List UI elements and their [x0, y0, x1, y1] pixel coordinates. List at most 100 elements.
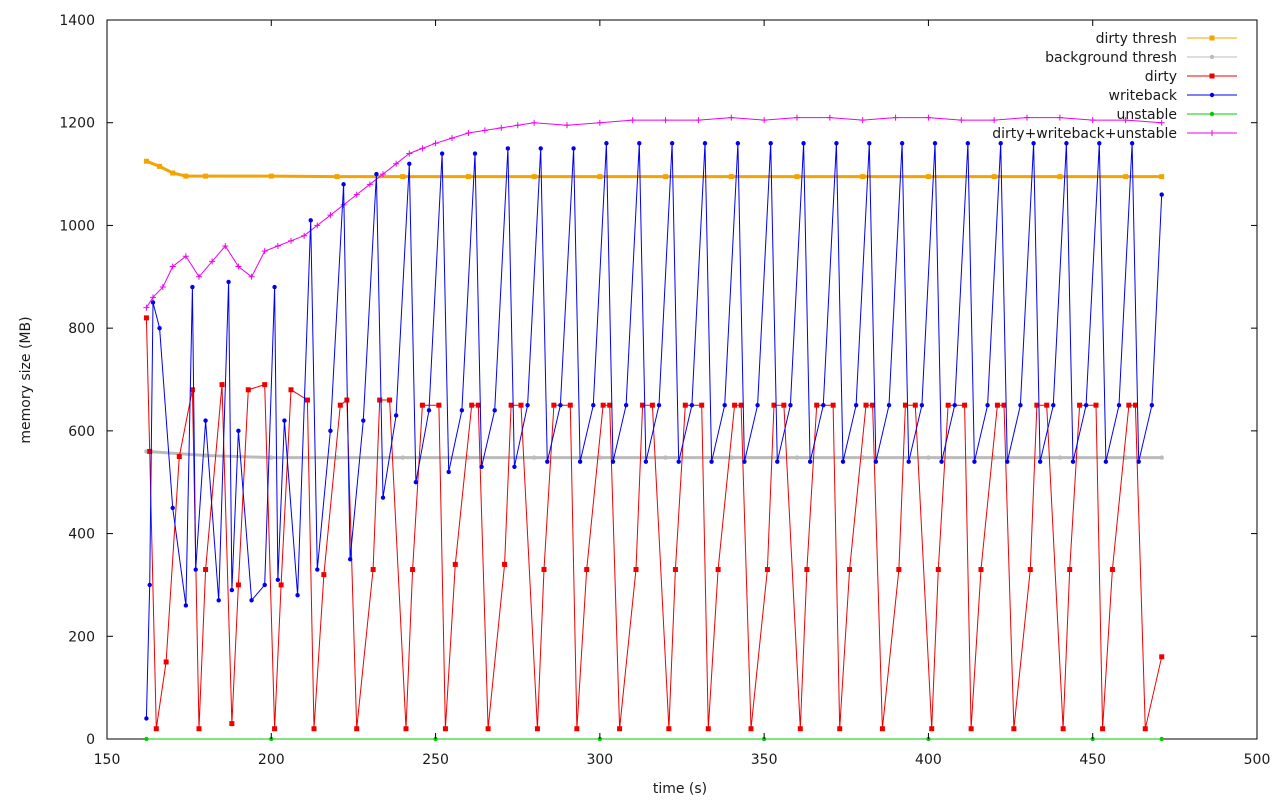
- data-point-dirty: [1142, 726, 1148, 732]
- data-point-writeback: [886, 402, 892, 408]
- data-point-writeback: [972, 459, 977, 464]
- data-point-dirty-writeback-unstable: [1056, 114, 1063, 121]
- data-point-dirty-thresh: [183, 173, 189, 179]
- data-point-writeback: [170, 505, 175, 511]
- data-point-dirty: [929, 726, 935, 732]
- data-point-dirty-writeback-unstable: [761, 117, 768, 124]
- data-point-writeback: [899, 141, 905, 146]
- data-point-dirty: [502, 561, 508, 567]
- data-point-dirty: [304, 397, 310, 403]
- data-point-dirty-writeback-unstable: [514, 122, 521, 129]
- x-tick-label: 400: [915, 752, 942, 768]
- data-point-dirty: [935, 567, 941, 573]
- data-point-dirty-writeback-unstable: [826, 114, 833, 121]
- data-point-writeback: [998, 141, 1003, 146]
- data-point-writeback: [236, 428, 241, 434]
- data-point-dirty: [870, 402, 876, 408]
- data-point-writeback: [775, 459, 780, 464]
- data-point-dirty-thresh: [1123, 174, 1129, 180]
- data-point-dirty: [968, 726, 974, 732]
- data-point-writeback: [610, 459, 616, 464]
- data-point-dirty: [682, 402, 688, 408]
- data-point-dirty: [176, 454, 182, 460]
- data-point-dirty-writeback-unstable: [235, 263, 242, 270]
- data-point-writeback: [1051, 402, 1056, 408]
- data-point-writeback: [577, 459, 583, 464]
- data-point-dirty-writeback-unstable: [859, 117, 866, 124]
- data-point-dirty-writeback-unstable: [222, 242, 229, 249]
- data-point-writeback: [380, 495, 386, 500]
- data-point-background-thresh: [991, 455, 997, 460]
- data-point-dirty: [896, 567, 902, 573]
- data-point-writeback: [308, 218, 313, 223]
- data-point-writeback: [1149, 402, 1155, 408]
- legend-label: unstable: [1117, 107, 1178, 123]
- data-point-writeback: [873, 459, 879, 464]
- data-point-writeback: [1005, 459, 1010, 464]
- data-point-dirty-writeback-unstable: [481, 127, 488, 134]
- data-point-dirty: [196, 726, 202, 732]
- data-point-dirty-writeback-unstable: [314, 222, 321, 229]
- y-tick-label: 1400: [59, 13, 95, 29]
- data-point-writeback: [768, 141, 773, 146]
- data-point-dirty-writeback-unstable: [301, 232, 308, 239]
- data-point-dirty: [452, 561, 458, 567]
- data-point-writeback: [1031, 141, 1036, 146]
- data-point-writeback: [656, 402, 662, 408]
- data-point-writeback: [834, 141, 839, 146]
- data-point-dirty: [189, 387, 195, 393]
- data-point-dirty-thresh: [597, 174, 603, 180]
- data-point-writeback: [932, 141, 938, 146]
- data-point-writeback: [407, 161, 412, 166]
- data-point-dirty: [354, 726, 360, 732]
- data-point-writeback: [505, 146, 511, 151]
- data-point-writeback: [939, 459, 944, 464]
- data-point-dirty: [387, 397, 393, 403]
- data-point-writeback: [1037, 459, 1043, 464]
- data-point-background-thresh: [531, 455, 537, 460]
- data-point-dirty-thresh: [203, 173, 209, 179]
- data-point-dirty: [321, 572, 327, 578]
- y-tick-label: 0: [86, 732, 95, 748]
- data-point-dirty-writeback-unstable: [1024, 114, 1030, 121]
- data-point-writeback: [446, 469, 451, 475]
- data-point-background-thresh: [466, 455, 471, 460]
- data-point-dirty: [485, 726, 491, 732]
- data-point-dirty-writeback-unstable: [662, 117, 669, 124]
- data-point-dirty-writeback-unstable: [248, 273, 255, 280]
- x-tick-label: 350: [751, 752, 778, 768]
- data-point-writeback: [262, 582, 267, 588]
- series-dirty: [143, 315, 1165, 732]
- data-point-writeback: [144, 716, 149, 721]
- data-point-dirty: [1011, 726, 1017, 732]
- legend-label: dirty thresh: [1096, 31, 1177, 47]
- data-point-dirty: [337, 402, 343, 408]
- data-point-writeback: [282, 418, 287, 423]
- series-writeback: [144, 141, 1164, 721]
- legend-marker: [1209, 54, 1215, 60]
- data-point-writeback: [623, 402, 629, 408]
- data-point-writeback: [985, 402, 990, 408]
- data-point-writeback: [1018, 402, 1023, 408]
- data-point-dirty-writeback-unstable: [1122, 117, 1129, 124]
- legend-label: dirty: [1145, 69, 1177, 85]
- data-point-dirty: [147, 448, 153, 454]
- x-tick-label: 150: [94, 752, 121, 768]
- data-point-dirty: [143, 315, 149, 321]
- data-point-dirty-writeback-unstable: [695, 117, 702, 124]
- data-point-dirty-thresh: [157, 163, 163, 169]
- data-point-dirty: [994, 402, 1000, 408]
- data-point-dirty: [219, 382, 225, 388]
- data-point-dirty: [1067, 567, 1073, 573]
- data-point-dirty-writeback-unstable: [159, 284, 166, 291]
- data-point-writeback: [919, 402, 925, 408]
- data-point-writeback: [193, 567, 198, 572]
- data-point-dirty: [672, 567, 678, 573]
- data-point-writeback: [361, 418, 366, 423]
- data-point-writeback: [512, 464, 517, 470]
- data-point-dirty-writeback-unstable: [182, 253, 189, 260]
- series-unstable: [144, 736, 1164, 742]
- data-point-writeback: [571, 146, 576, 151]
- data-point-background-thresh: [269, 455, 274, 460]
